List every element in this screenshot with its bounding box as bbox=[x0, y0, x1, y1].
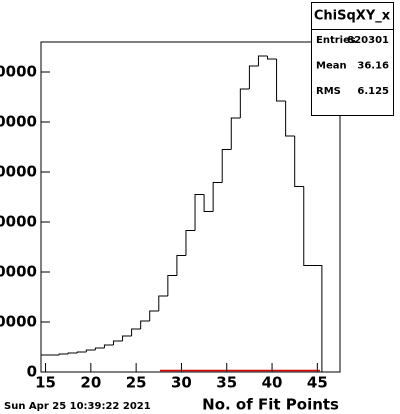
histogram-bin bbox=[257, 55, 268, 66]
x-tick-label: 25 bbox=[126, 374, 147, 392]
histogram-bin bbox=[94, 347, 105, 350]
y-tick-label: 20000 bbox=[0, 263, 37, 281]
histogram-bin bbox=[67, 352, 78, 354]
histogram-bin bbox=[267, 56, 277, 60]
histogram-bin bbox=[122, 335, 132, 341]
stats-value: 6.125 bbox=[357, 86, 389, 97]
histogram-bin bbox=[203, 194, 214, 212]
histogram-bin bbox=[276, 59, 286, 102]
x-tick-label: 45 bbox=[307, 374, 328, 392]
stats-box: ChiSqXY_x bbox=[311, 2, 394, 116]
histogram-bin bbox=[58, 353, 69, 355]
stats-label: Entries bbox=[316, 35, 356, 46]
histogram-bin bbox=[239, 88, 250, 118]
x-tick-label: 30 bbox=[171, 374, 192, 392]
histogram-bin bbox=[194, 194, 205, 231]
frame bbox=[40, 41, 341, 373]
timestamp: Sun Apr 25 10:39:22 2021 bbox=[4, 401, 151, 412]
histogram-bin bbox=[230, 117, 241, 150]
histogram-bin bbox=[294, 136, 304, 187]
histogram-bin bbox=[112, 340, 123, 345]
y-tick-label: 10000 bbox=[0, 313, 37, 331]
y-tick-label: 40000 bbox=[0, 163, 37, 181]
x-tick-label: 20 bbox=[80, 374, 101, 392]
x-axis-title: No. of Fit Points bbox=[202, 396, 339, 414]
histogram-bin bbox=[158, 295, 168, 311]
histogram-bin bbox=[312, 265, 323, 372]
histogram-bin bbox=[140, 320, 150, 329]
histogram-bin bbox=[131, 328, 141, 336]
histogram-bin bbox=[248, 65, 259, 89]
x-tick-label: 40 bbox=[262, 374, 283, 392]
y-tick-label: 50000 bbox=[0, 113, 37, 131]
histogram-bin bbox=[221, 149, 232, 183]
histogram-bin bbox=[85, 349, 96, 352]
histogram-bin bbox=[149, 310, 159, 321]
histogram-bin bbox=[303, 186, 313, 266]
histogram-bin bbox=[185, 230, 196, 256]
histogram-bin bbox=[176, 255, 186, 276]
histogram-bin bbox=[212, 182, 223, 212]
histogram-bin bbox=[167, 275, 177, 296]
stats-value: 36.16 bbox=[357, 61, 389, 72]
x-tick-label: 15 bbox=[35, 374, 56, 392]
histogram-bin bbox=[40, 354, 51, 372]
histogram-bin bbox=[76, 351, 87, 353]
histogram-bin bbox=[285, 101, 295, 137]
x-tick-label: 35 bbox=[216, 374, 237, 392]
stats-value: 820301 bbox=[347, 35, 389, 46]
y-tick-label: 0 bbox=[27, 363, 37, 381]
histogram-bin bbox=[103, 344, 114, 348]
stats-label: RMS bbox=[316, 86, 341, 97]
stats-frame bbox=[311, 2, 394, 116]
y-tick-label: 60000 bbox=[0, 63, 37, 81]
stats-label: Mean bbox=[316, 61, 347, 72]
y-tick-label: 30000 bbox=[0, 213, 37, 231]
stats-title: ChiSqXY_x bbox=[314, 9, 391, 24]
